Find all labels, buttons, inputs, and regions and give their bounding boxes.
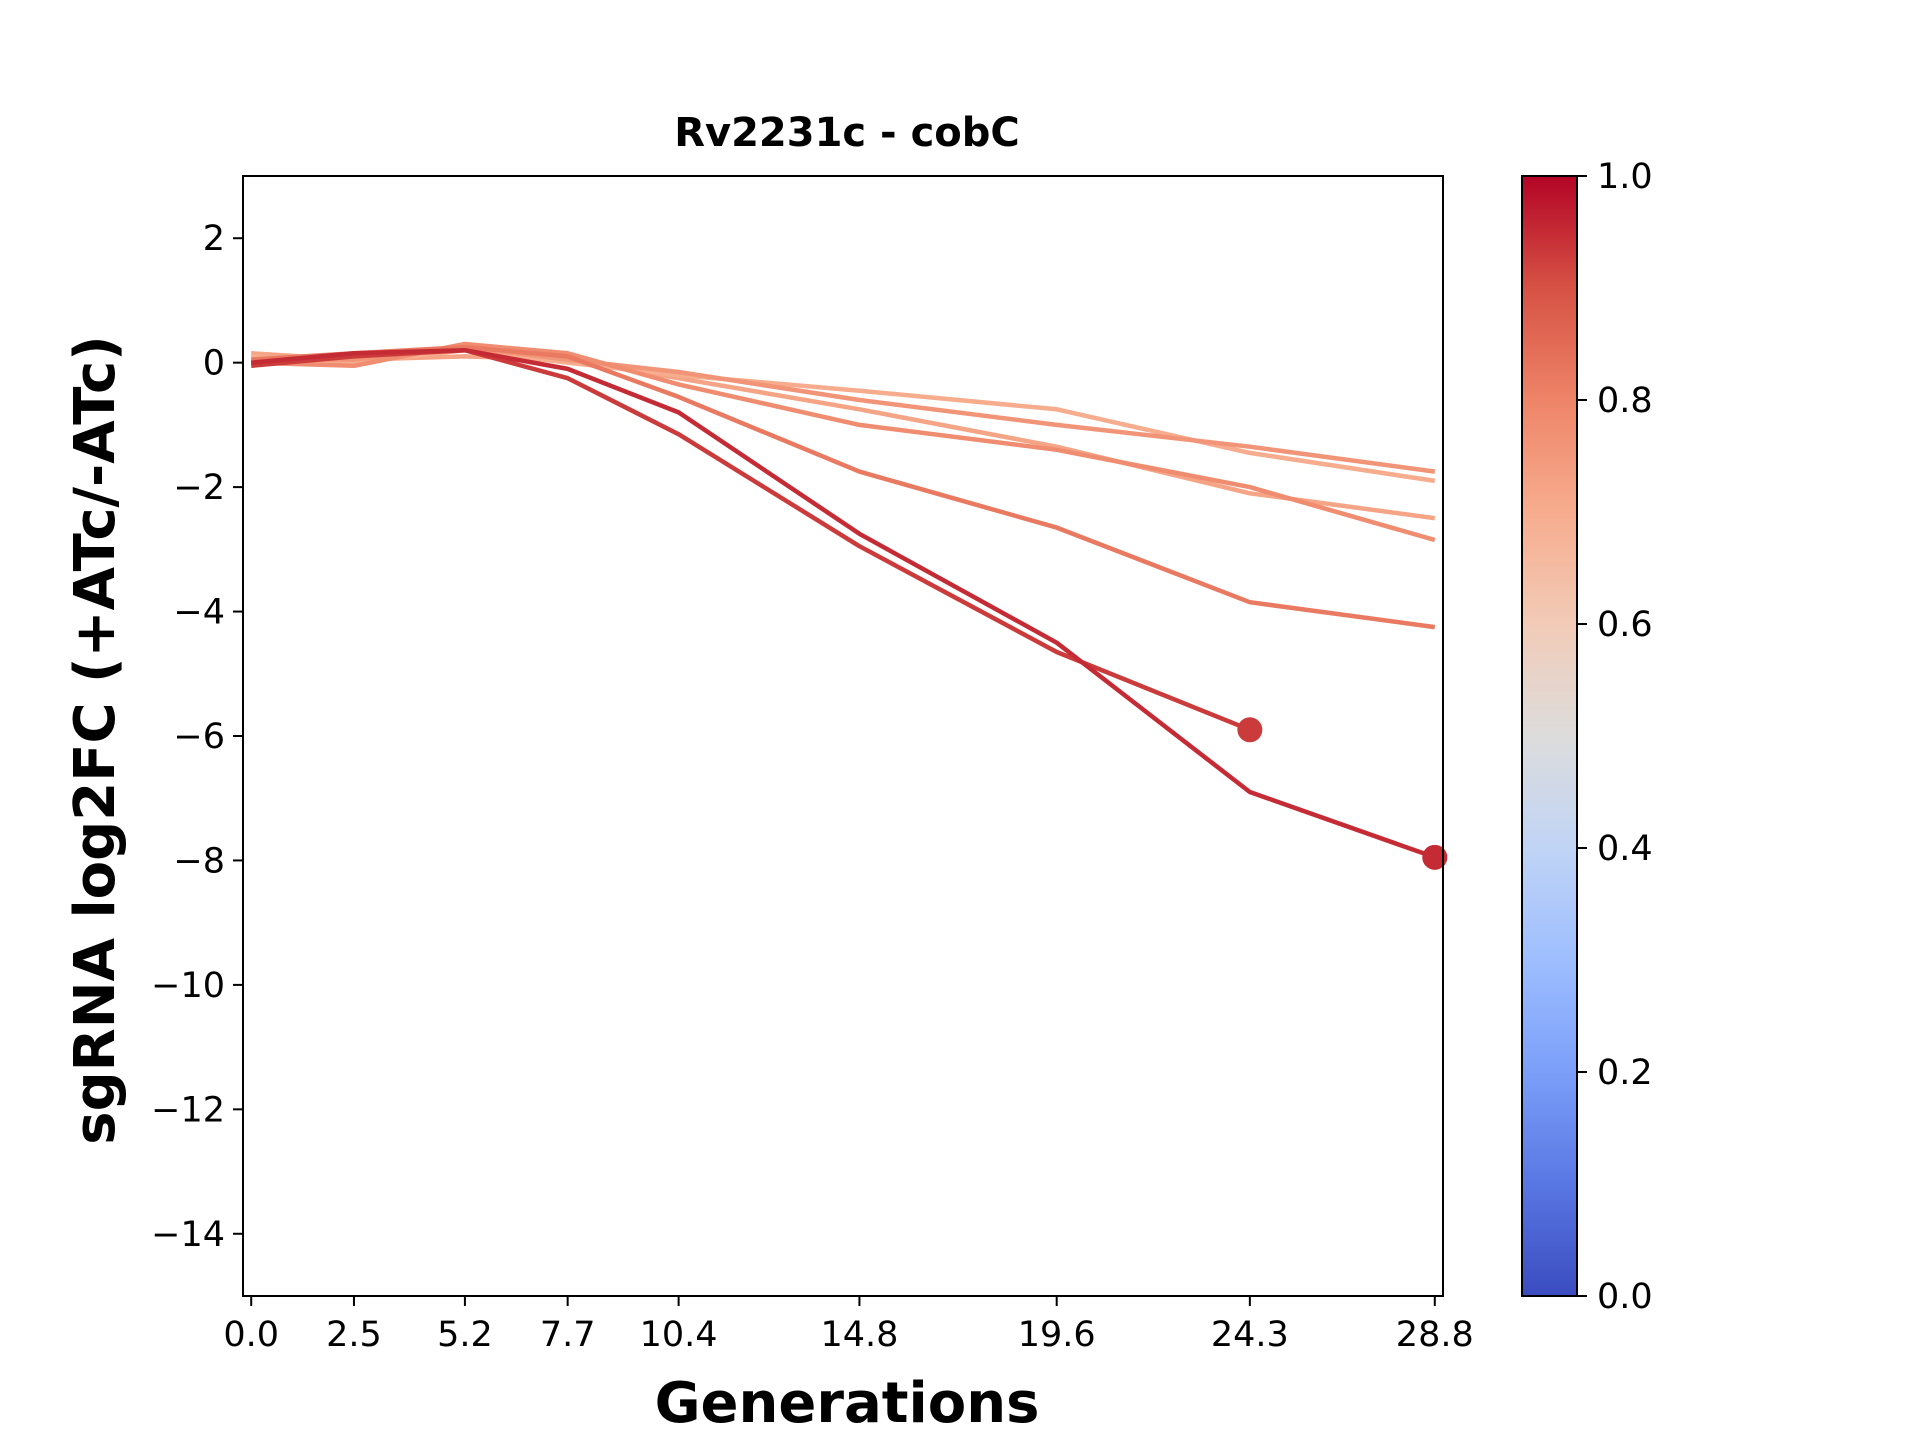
y-tick-label: −14 [151,1215,225,1255]
x-tick-label: 2.5 [326,1315,382,1355]
x-axis-label: Generations [655,1371,1040,1436]
colorbar-tick-label: 0.2 [1597,1053,1653,1093]
y-tick-label: −8 [173,841,225,881]
x-tick-label: 0.0 [223,1315,279,1355]
plot-frame [242,175,1444,1297]
x-tick-label: 5.2 [437,1315,493,1355]
colorbar: 0.0 0.2 0.4 0.6 0.8 1.0 [1521,157,1653,1317]
y-tick-label: 2 [203,219,225,259]
y-tick-label: −10 [151,966,225,1006]
y-tick-label: −4 [173,593,225,633]
x-tick-label: 14.8 [820,1315,898,1355]
y-axis-label: sgRNA log2FC (+ATc/-ATc) [63,335,128,1145]
colorbar-tick-label: 0.6 [1597,605,1653,645]
y-tick-label: −6 [173,717,225,757]
series-line-6 [250,347,1436,860]
series-line-5 [250,347,1251,732]
y-tick-label: −2 [173,468,225,508]
colorbar-tick-label: 0.4 [1597,829,1653,869]
chart-title: Rv2231c - cobC [674,110,1020,156]
series-line-1 [251,347,1436,484]
x-tick-label: 24.3 [1211,1315,1289,1355]
y-tick-label: 0 [203,344,225,384]
series-endpoint-marker-5 [1237,717,1263,743]
plot-area: 0.0 2.5 5.2 7.7 10.4 14.8 19.6 24.3 28.8 2 0 −2 −4 −6… [151,175,1474,1355]
x-tick-label: 7.7 [540,1315,596,1355]
colorbar-frame [1521,175,1578,1297]
colorbar-tick-label: 0.0 [1597,1277,1653,1317]
y-tick-label: −12 [151,1090,225,1130]
series-line-3 [251,341,1436,543]
x-tick-label: 10.4 [640,1315,718,1355]
x-tick-label: 28.8 [1396,1315,1474,1355]
colorbar-tick-label: 1.0 [1597,157,1653,197]
series-endpoint-marker-6 [1422,844,1448,870]
series-group [250,341,1436,860]
colorbar-gradient [1522,176,1577,1296]
x-tick-label: 19.6 [1018,1315,1096,1355]
colorbar-tick-label: 0.8 [1597,381,1653,421]
series-line-0 [251,351,1436,521]
